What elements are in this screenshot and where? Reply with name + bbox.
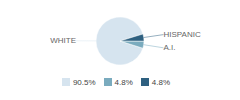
html-text:90.5%: 90.5% — [72, 77, 96, 87]
html-text:4.8%: 4.8% — [114, 77, 133, 87]
svg-text:A.I.: A.I. — [163, 43, 175, 52]
html-text:4.8%: 4.8% — [151, 77, 171, 87]
svg-text:HISPANIC: HISPANIC — [164, 30, 201, 39]
svg-text:WHITE: WHITE — [50, 36, 76, 45]
